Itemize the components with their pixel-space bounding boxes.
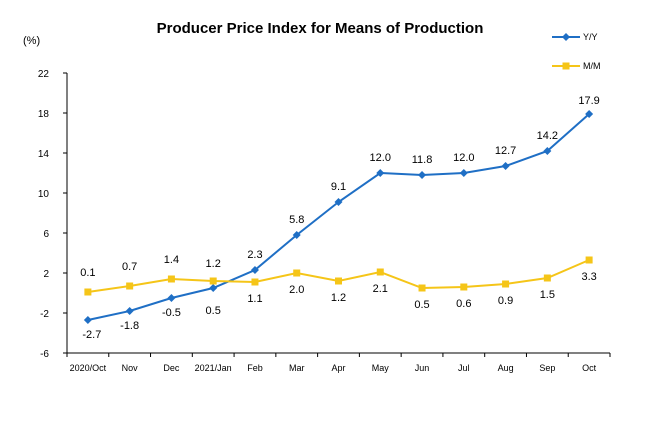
x-tick-labels: 2020/Oct Nov Dec 2021/Jan Feb Mar Apr May Jun Jul… <box>70 363 597 373</box>
y-tick-label: 22 <box>38 69 50 80</box>
data-label: 2.0 <box>289 284 304 296</box>
data-label: -0.5 <box>162 307 181 319</box>
x-tick-label: Jul <box>458 363 470 373</box>
series-mm: 0.1 0.7 1.4 1.2 1.1 2.0 1.2 2.1 0.5 0.6 0.9 1.5 3.3 <box>80 254 597 311</box>
legend: Y/Y M/M <box>552 32 601 71</box>
data-point <box>335 277 342 285</box>
legend-label: Y/Y <box>583 32 598 42</box>
data-point <box>251 278 259 286</box>
data-point <box>543 274 551 282</box>
y-tick-label: 18 <box>38 109 50 120</box>
data-point <box>376 169 385 177</box>
data-point <box>543 147 552 155</box>
series-group: -2.7 -1.8 -0.5 0.5 2.3 5.8 9.1 12.0 11.8 12.0 12.7… <box>80 95 600 341</box>
legend-item-yy: Y/Y <box>552 32 598 42</box>
data-point <box>167 294 176 302</box>
legend-marker <box>562 33 570 41</box>
data-label: 0.9 <box>498 295 513 307</box>
y-tick-label: 14 <box>38 149 50 160</box>
data-point <box>83 316 92 324</box>
data-point <box>501 162 510 170</box>
data-point <box>126 282 134 290</box>
x-tick-label: Dec <box>163 363 180 373</box>
data-label: 2.3 <box>247 249 262 261</box>
data-label: 17.9 <box>578 95 599 107</box>
y-tick-labels: -6 -2 2 6 10 14 18 22 <box>38 69 50 360</box>
data-point <box>334 198 343 206</box>
data-label: -1.8 <box>120 320 139 332</box>
data-point <box>167 275 175 283</box>
x-tick-label: 2020/Oct <box>70 363 107 373</box>
data-point <box>460 283 468 291</box>
x-tick-label: Jun <box>415 363 430 373</box>
x-tick-label: Feb <box>247 363 263 373</box>
data-label: 11.8 <box>412 154 433 166</box>
data-point <box>250 266 259 274</box>
data-label: 0.5 <box>206 305 221 317</box>
y-tick-label: 10 <box>38 189 50 200</box>
x-tick-label: May <box>372 363 390 373</box>
y-tick-label: 6 <box>43 229 49 240</box>
data-label: 12.0 <box>370 152 391 164</box>
data-point <box>293 269 301 277</box>
x-tick-label: Nov <box>122 363 139 373</box>
data-label: 1.4 <box>164 254 179 266</box>
data-point <box>585 256 593 264</box>
chart-title: Producer Price Index for Means of Produc… <box>157 20 484 37</box>
data-label: 14.2 <box>537 130 558 142</box>
data-point <box>125 307 134 315</box>
data-label: -2.7 <box>82 329 101 341</box>
data-label: 12.0 <box>453 152 474 164</box>
y-tick-label: 2 <box>43 269 49 280</box>
data-point <box>418 171 427 179</box>
data-point <box>418 284 426 292</box>
data-label: 1.2 <box>331 292 346 304</box>
data-label: 9.1 <box>331 181 346 193</box>
y-tick-label: -6 <box>40 349 49 360</box>
data-label: 1.2 <box>206 258 221 270</box>
data-label: 1.1 <box>247 293 262 305</box>
legend-label: M/M <box>583 61 601 71</box>
data-label: 0.1 <box>80 267 95 279</box>
data-point <box>502 280 510 288</box>
axes <box>63 72 611 357</box>
x-tick-label: Sep <box>539 363 555 373</box>
x-tick-label: Mar <box>289 363 305 373</box>
x-tick-label: Oct <box>582 363 597 373</box>
data-point <box>209 277 217 285</box>
data-label: 0.7 <box>122 261 137 273</box>
x-tick-label: 2021/Jan <box>195 363 232 373</box>
data-label: 5.8 <box>289 214 304 226</box>
data-label: 2.1 <box>373 283 388 295</box>
data-point <box>292 231 301 239</box>
data-label: 3.3 <box>581 271 596 283</box>
data-label: 1.5 <box>540 289 555 301</box>
data-label: 0.5 <box>414 299 429 311</box>
legend-marker <box>562 62 570 70</box>
data-label: 0.6 <box>456 298 471 310</box>
data-label: 12.7 <box>495 145 516 157</box>
legend-item-mm: M/M <box>552 61 601 71</box>
data-point <box>376 268 384 276</box>
y-tick-label: -2 <box>40 309 49 320</box>
x-tick-label: Apr <box>331 363 345 373</box>
series-yy: -2.7 -1.8 -0.5 0.5 2.3 5.8 9.1 12.0 11.8 12.0 12.7… <box>82 95 599 341</box>
y-axis-unit-label: (%) <box>23 35 40 47</box>
data-point <box>459 169 468 177</box>
data-point <box>84 288 92 296</box>
x-tick-label: Aug <box>498 363 514 373</box>
data-point <box>585 110 594 118</box>
data-point <box>209 284 218 292</box>
